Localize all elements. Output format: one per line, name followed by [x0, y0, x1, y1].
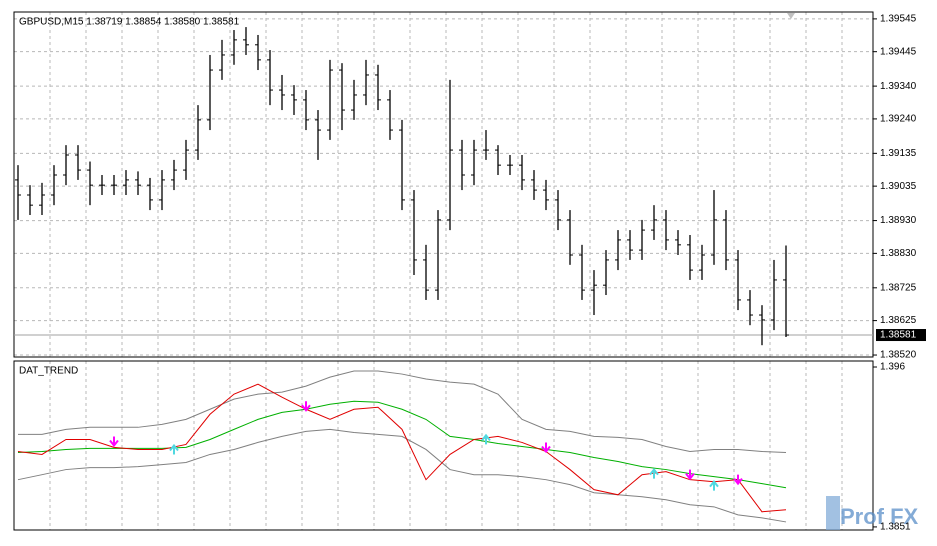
signal-arrow: [649, 467, 659, 479]
signal-arrow: [541, 442, 551, 454]
y-tick-label: 1.39035: [880, 181, 917, 192]
y-tick-label: 1.39135: [880, 148, 917, 159]
y-tick-label: 1.3851: [880, 522, 911, 533]
shift-marker: [787, 13, 795, 19]
y-tick-label: 1.396: [880, 362, 905, 373]
y-tick-label: 1.39445: [880, 46, 917, 57]
signal-arrow: [709, 480, 719, 491]
signal-arrow: [481, 433, 491, 445]
indicator-line: [17, 400, 787, 489]
y-tick-label: 1.39545: [880, 14, 917, 25]
y-tick-label: 1.38625: [880, 315, 917, 326]
y-tick-label: 1.39240: [880, 114, 917, 125]
signal-arrow: [301, 401, 311, 412]
chart-title: GBPUSD,M15 1.38719 1.38854 1.38580 1.385…: [19, 17, 240, 28]
indicator-title: DAT_TREND: [19, 366, 78, 377]
indicator-line: [17, 428, 787, 523]
y-tick-label: 1.39340: [880, 81, 917, 92]
y-tick-label: 1.38520: [880, 350, 917, 361]
indicator-line: [17, 383, 787, 513]
logo-icon: [826, 496, 840, 530]
y-tick-label: 1.38930: [880, 215, 917, 226]
price-box: [876, 329, 926, 342]
logo-text: Prof FX: [840, 504, 919, 529]
watermark: Prof FX: [826, 496, 919, 530]
y-tick-label: 1.38830: [880, 248, 917, 259]
grid: [14, 12, 873, 530]
y-tick-label: 1.38725: [880, 282, 917, 293]
main-panel: [13, 11, 874, 358]
signal-arrow: [685, 469, 695, 481]
signal-arrow: [109, 436, 119, 448]
price-label: 1.38581: [880, 330, 917, 341]
signal-arrow: [169, 443, 179, 455]
signal-arrow: [733, 474, 743, 486]
indicator-panel: [13, 360, 874, 531]
indicator-line: [18, 370, 787, 454]
